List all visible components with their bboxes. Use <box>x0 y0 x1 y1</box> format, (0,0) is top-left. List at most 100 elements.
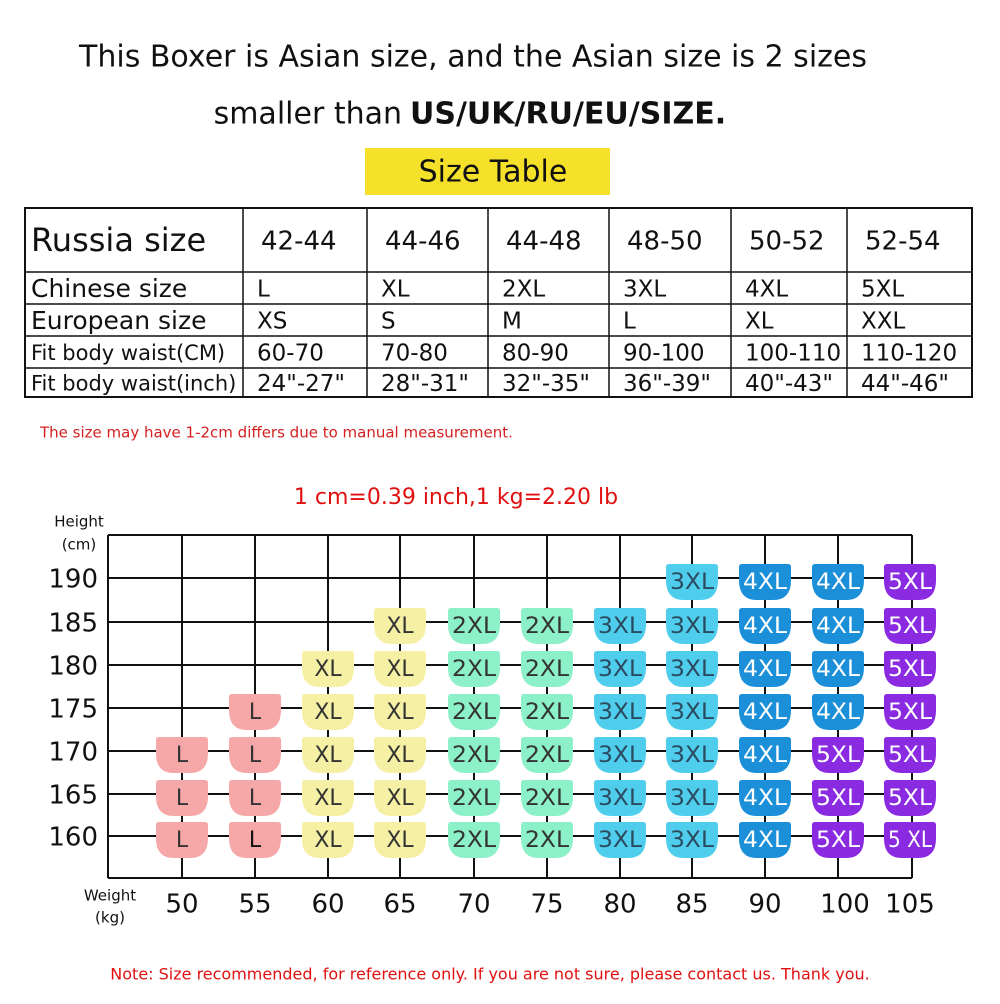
row-header: European size <box>31 306 207 335</box>
size-badge <box>594 822 646 858</box>
size-label: XL <box>314 657 342 682</box>
size-label: 5XL <box>888 657 933 682</box>
header-line: smaller than <box>214 97 402 132</box>
size-badge <box>521 608 573 644</box>
size-label: L <box>249 700 262 725</box>
table-cell: S <box>381 309 396 335</box>
size-badge <box>884 822 936 858</box>
size-badge <box>666 780 718 816</box>
table-cell: XS <box>257 309 287 335</box>
size-badge <box>666 651 718 687</box>
size-label: 5XL <box>816 743 861 768</box>
size-label: L <box>176 743 189 768</box>
size-badge <box>812 737 864 773</box>
size-badge <box>739 822 791 858</box>
size-label: XL <box>386 828 414 853</box>
size-badge <box>374 737 426 773</box>
size-label: 4XL <box>743 786 788 811</box>
size-label: 4XL <box>816 614 861 639</box>
size-label: XL <box>314 743 342 768</box>
table-cell: L <box>257 277 270 303</box>
size-label: 5XL <box>888 570 933 595</box>
table-cell: 2XL <box>502 277 545 303</box>
size-label: XL <box>386 614 414 639</box>
size-badge <box>594 651 646 687</box>
header-emphasis: US/UK/RU/EU/SIZE. <box>410 97 726 132</box>
size-badge <box>521 651 573 687</box>
size-badge <box>594 608 646 644</box>
size-badge <box>521 737 573 773</box>
table-cell: L <box>623 309 636 335</box>
size-label: 3XL <box>598 700 643 725</box>
size-badge <box>739 608 791 644</box>
size-badge <box>156 822 208 858</box>
size-label: 2XL <box>452 657 497 682</box>
size-label: 3XL <box>598 828 643 853</box>
table-cell: 90-100 <box>623 341 704 367</box>
table-cell: 48-50 <box>627 227 703 257</box>
table-cell: 100-110 <box>745 341 841 367</box>
size-badge <box>229 822 281 858</box>
size-badge <box>448 780 500 816</box>
weight-label: 100 <box>820 890 870 920</box>
size-badge <box>302 737 354 773</box>
size-label: 5XL <box>816 786 861 811</box>
weight-label: 65 <box>383 890 416 920</box>
size-label: 2XL <box>452 786 497 811</box>
height-label: 190 <box>48 565 98 595</box>
size-badge <box>812 608 864 644</box>
size-label: 4XL <box>816 657 861 682</box>
size-badge <box>666 737 718 773</box>
size-badge <box>374 694 426 730</box>
size-badge <box>156 737 208 773</box>
size-badge <box>812 780 864 816</box>
size-badge <box>302 822 354 858</box>
table-cell: XL <box>381 277 410 303</box>
size-label: L <box>176 786 189 811</box>
row-header: Chinese size <box>31 274 187 303</box>
size-badge <box>448 608 500 644</box>
size-badge <box>666 608 718 644</box>
size-label: 3XL <box>670 828 715 853</box>
height-label: 165 <box>48 781 98 811</box>
size-label: 3XL <box>670 786 715 811</box>
size-label: 3XL <box>670 614 715 639</box>
size-badge <box>374 651 426 687</box>
size-badge <box>739 564 791 600</box>
size-label: L <box>249 828 262 853</box>
table-cell: 5XL <box>861 277 904 303</box>
height-label: 160 <box>48 823 98 853</box>
table-cell: M <box>502 309 522 335</box>
size-label: 2XL <box>525 700 570 725</box>
table-cell: 110-120 <box>861 341 957 367</box>
size-label: 4XL <box>816 570 861 595</box>
size-table: Russia size 42-44 44-46 44-48 48-50 50-52 52-5… <box>24 207 973 398</box>
size-badge <box>594 737 646 773</box>
size-label: 4XL <box>743 570 788 595</box>
size-badge <box>448 737 500 773</box>
size-label: 5 XL <box>888 828 933 853</box>
table-cell: 4XL <box>745 277 788 303</box>
size-label: 3XL <box>598 786 643 811</box>
size-badge <box>374 822 426 858</box>
size-label: 2XL <box>525 614 570 639</box>
header-line: This Boxer is Asian size, and the Asian … <box>78 40 867 75</box>
size-label: 4XL <box>816 700 861 725</box>
conversion-note: 1 cm=0.39 inch,1 kg=2.20 lb <box>294 485 618 510</box>
size-label: 2XL <box>525 657 570 682</box>
badge-box <box>365 148 610 195</box>
size-label: 2XL <box>452 700 497 725</box>
size-badge <box>521 822 573 858</box>
footer-note: Note: Size recommended, for reference on… <box>110 965 869 984</box>
size-label: 5XL <box>888 614 933 639</box>
table-cell: 3XL <box>623 277 666 303</box>
size-badge <box>594 780 646 816</box>
size-label: 3XL <box>598 614 643 639</box>
size-label: 3XL <box>598 657 643 682</box>
size-grid: Height (cm) Weight (kg) 190 185 180 175 170 165 16… <box>48 513 936 927</box>
size-badge <box>229 780 281 816</box>
weight-label: 90 <box>748 890 781 920</box>
weight-label: 55 <box>238 890 271 920</box>
table-cell: 36"-39" <box>623 371 711 397</box>
